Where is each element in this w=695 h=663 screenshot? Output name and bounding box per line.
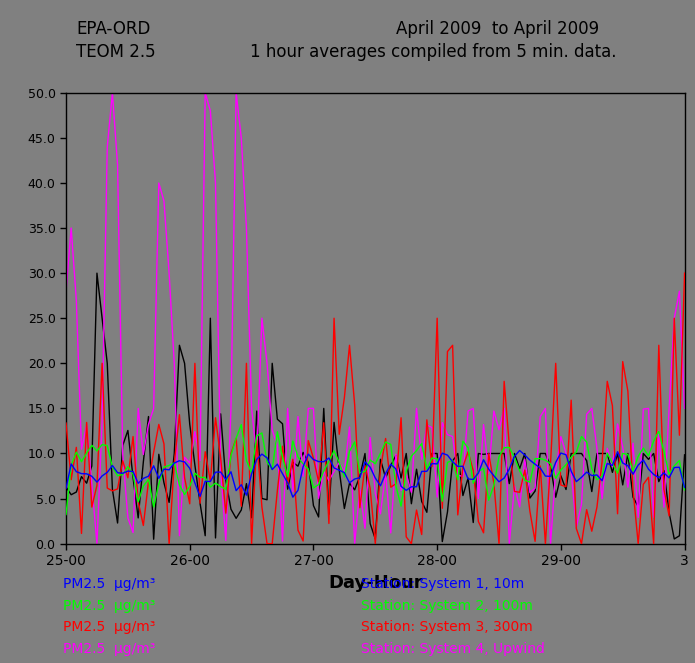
X-axis label: Day-Hour: Day-Hour [328, 573, 423, 591]
Text: TEOM 2.5: TEOM 2.5 [76, 43, 156, 61]
Text: PM2.5  μg/m³: PM2.5 μg/m³ [63, 621, 155, 634]
Text: PM2.5  μg/m³: PM2.5 μg/m³ [63, 599, 155, 613]
Text: April 2009  to April 2009: April 2009 to April 2009 [396, 20, 599, 38]
Text: EPA-ORD: EPA-ORD [76, 20, 151, 38]
Text: Station: System 3, 300m: Station: System 3, 300m [361, 621, 533, 634]
Text: Station: System 4, Upwind: Station: System 4, Upwind [361, 642, 546, 656]
Text: PM2.5  μg/m³: PM2.5 μg/m³ [63, 642, 155, 656]
Text: Station: System 1, 10m: Station: System 1, 10m [361, 577, 525, 591]
Text: PM2.5  μg/m³: PM2.5 μg/m³ [63, 577, 155, 591]
Text: 1 hour averages compiled from 5 min. data.: 1 hour averages compiled from 5 min. dat… [250, 43, 616, 61]
Text: Station: System 2, 100m: Station: System 2, 100m [361, 599, 533, 613]
